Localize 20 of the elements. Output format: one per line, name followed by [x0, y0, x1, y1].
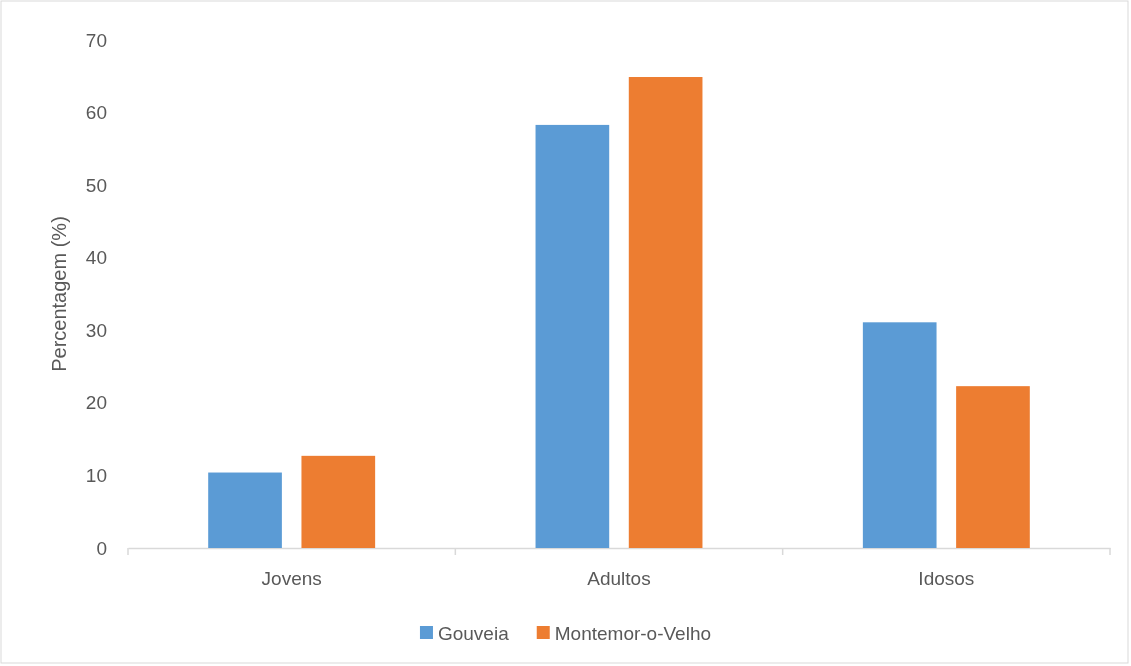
y-tick-label: 70	[85, 29, 107, 51]
bar	[956, 386, 1030, 548]
bar	[862, 322, 937, 548]
y-tick-label: 10	[85, 465, 107, 487]
bar	[208, 472, 282, 548]
legend-label: Gouveia	[437, 622, 510, 644]
bar	[301, 455, 376, 548]
y-tick-label: 20	[85, 392, 107, 414]
y-tick-label: 60	[85, 102, 107, 124]
y-tick-label: 50	[85, 174, 107, 196]
y-tick-label: 0	[96, 537, 107, 559]
x-tick-label: Idosos	[918, 568, 975, 590]
y-tick-label: 40	[85, 247, 107, 269]
x-tick-label: Jovens	[261, 568, 322, 590]
bar	[535, 124, 610, 548]
y-tick-label: 30	[85, 319, 107, 341]
legend-label: Montemor-o-Velho	[554, 622, 712, 644]
y-axis-title: Percentagem (%)	[48, 216, 70, 372]
x-tick-label: Adultos	[587, 568, 651, 590]
bar	[628, 77, 703, 548]
